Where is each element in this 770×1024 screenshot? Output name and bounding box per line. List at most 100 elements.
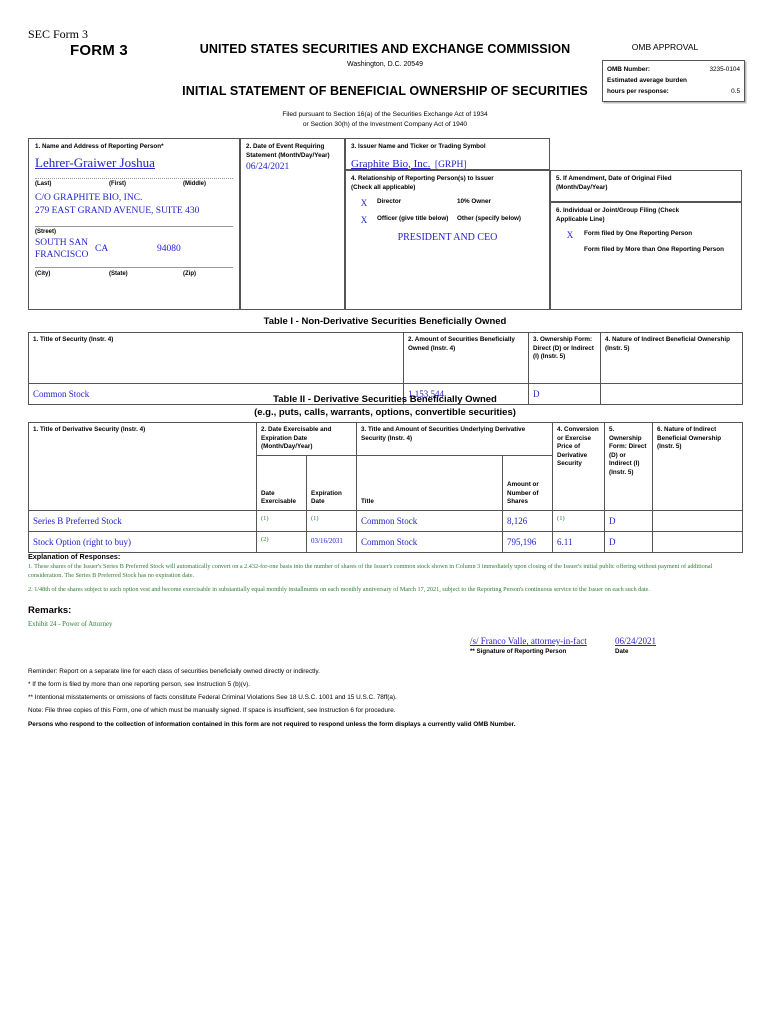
table-2-header-conversion-price: 4. Conversion or Exercise Price of Deriv… — [552, 422, 606, 511]
table-row: Common Stock 1,153,544 D — [28, 382, 743, 406]
more-reporting-persons-checkbox[interactable] — [556, 246, 584, 255]
signature-block: /s/ Franco Valle, attorney-in-fact 06/24… — [470, 636, 740, 655]
relationship-box: 4. Relationship of Reporting Person(s) t… — [345, 170, 550, 310]
legend-middle: (Middle) — [183, 180, 206, 187]
table-2-header-title: 1. Title of Derivative Security (Instr. … — [28, 422, 257, 511]
agency-location: Washington, D.C. 20549 — [346, 61, 423, 68]
street-line-1: C/O GRAPHITE BIO, INC. — [35, 192, 143, 203]
date-of-event-box: 2. Date of Event Requiring Statement (Mo… — [240, 138, 345, 310]
relationship-label-1: 4. Relationship of Reporting Person(s) t… — [351, 175, 494, 182]
signature-caption: ** Signature of Reporting Person — [470, 648, 567, 655]
omb-number-label: OMB Number: — [607, 66, 650, 73]
table-2-caption: Table II - Derivative Securities Benefic… — [28, 394, 742, 420]
table-row: Series B Preferred Stock (1) (1) Common … — [28, 509, 744, 532]
date-of-event-value: 06/24/2021 — [246, 162, 290, 172]
table-2-header-nature: 6. Nature of Indirect Beneficial Ownersh… — [652, 422, 744, 511]
explanation-title: Explanation of Responses: — [28, 552, 121, 561]
filing-type-box: 6. Individual or Joint/Group Filing (Che… — [550, 202, 742, 310]
footer-reminder: Reminder: Report on a separate line for … — [28, 668, 320, 675]
explanation-item: 2. 1/48th of the shares subject to such … — [28, 586, 650, 593]
filed-pursuant-note: Filed pursuant to Section 16(a) of the S… — [150, 110, 620, 130]
omb-burden-row: Estimated average burden — [607, 75, 740, 86]
filing-type-row-one-person: X Form filed by One Reporting Person — [556, 230, 736, 240]
legend-last: (Last) — [35, 180, 52, 187]
omb-hours-row: hours per response: 0.5 — [607, 86, 740, 97]
more-reporting-persons-label: Form filed by More than One Reporting Pe… — [584, 246, 724, 253]
table-2-cell-nature — [652, 530, 744, 553]
table-2-cell-expiration-date: 03/16/2031 — [305, 530, 358, 553]
legend-first: (First) — [109, 180, 126, 187]
table-2-header-row-1: 1. Title of Derivative Security (Instr. … — [28, 422, 744, 511]
one-reporting-person-checkbox[interactable]: X — [566, 230, 574, 240]
table-1-header-title: 1. Title of Security (Instr. 4) — [28, 332, 404, 384]
ten-percent-owner-label: 10% Owner — [457, 198, 491, 205]
legend-state: (State) — [109, 270, 128, 277]
date-of-event-label-2: Statement (Month/Day/Year) — [246, 151, 330, 159]
table-1: 1. Title of Security (Instr. 4) 2. Amoun… — [28, 332, 743, 406]
signature-value: /s/ Franco Valle, attorney-in-fact — [470, 636, 587, 646]
name-field-legend: (Last) (First) (Middle) — [35, 181, 233, 187]
explanation-item: 1. These shares of the Issuer's Series B… — [28, 563, 713, 580]
table-2-header-dates: 2. Date Exercisable and Expiration Date … — [255, 422, 358, 456]
amendment-date-box: 5. If Amendment, Date of Original Filed … — [550, 170, 742, 202]
footer-note-2: ** Intentional misstatements or omission… — [28, 694, 397, 701]
table-2-header-underlying-title: Title — [356, 454, 504, 511]
table-2-cell-underlying-title: Common Stock — [356, 509, 504, 532]
table-2-cell-expiration-date: (1) — [311, 514, 319, 522]
filing-type-label-2: Applicable Line) — [556, 215, 605, 223]
director-label: Director — [377, 198, 402, 205]
issuer-box: 3. Issuer Name and Ticker or Trading Sym… — [345, 138, 550, 170]
signature-date-value: 06/24/2021 — [615, 636, 657, 646]
legend-city: (City) — [35, 270, 51, 277]
table-2-header-underlying: 3. Title and Amount of Securities Underl… — [356, 422, 554, 456]
name-divider — [35, 177, 233, 179]
reporting-person-label-text: 1. Name and Address of Reporting Person — [35, 143, 162, 150]
table-2-cell-underlying-amount: 8,126 — [502, 509, 554, 532]
table-1-cell-nature — [600, 382, 743, 406]
csz-divider — [35, 266, 233, 268]
issuer-name-link[interactable]: Graphite Bio, Inc. — [351, 157, 431, 170]
form-number-title: FORM 3 — [70, 42, 128, 59]
table-2-cell-nature — [652, 509, 744, 532]
ticker-symbol: GRPH — [438, 159, 464, 170]
table-1-header-nature: 4. Nature of Indirect Beneficial Ownersh… — [600, 332, 743, 384]
table-2-header-expiration-date: Expiration Date — [305, 454, 358, 511]
table-2-cell-conversion-price: (1) — [557, 514, 565, 522]
date-of-event-label-1: 2. Date of Event Requiring — [246, 143, 325, 150]
omb-approval-box: OMB Number: 3235-0104 Estimated average … — [602, 60, 745, 102]
director-checkbox[interactable]: X — [360, 198, 368, 208]
table-2-cell-conversion-price: 6.11 — [552, 530, 606, 553]
table-2-cell-date-exercisable: (2) — [261, 535, 269, 543]
table-2-cell-title: Series B Preferred Stock — [28, 509, 257, 532]
table-2-header-ownership-form: 5. Ownership Form: Direct (D) or Indirec… — [604, 422, 654, 511]
omb-hours-value: 0.5 — [731, 88, 740, 96]
table-1-header-ownership: 3. Ownership Form: Direct (D) or Indirec… — [528, 332, 601, 384]
omb-approval-title: OMB APPROVAL — [631, 42, 699, 52]
legend-street: (Street) — [35, 229, 57, 236]
reporting-person-label: 1. Name and Address of Reporting Person* — [35, 143, 233, 152]
document-header: UNITED STATES SECURITIES AND EXCHANGE CO… — [150, 42, 620, 98]
relationship-checkbox-grid: X Director 10% Owner X Officer (give tit… — [351, 198, 544, 243]
signature-date-caption: Date — [615, 648, 629, 655]
city-value: SOUTH SAN FRANCISCO — [35, 238, 89, 260]
table-2-cell-date-exercisable: (1) — [261, 514, 269, 522]
officer-checkbox[interactable]: X — [360, 215, 368, 225]
legend-zip: (Zip) — [183, 270, 196, 277]
table-2-cell-title: Stock Option (right to buy) — [28, 530, 257, 553]
state-value: CA — [95, 244, 109, 255]
issuer-label: 3. Issuer Name and Ticker or Trading Sym… — [351, 143, 486, 150]
signature-captions-row: ** Signature of Reporting Person Date — [470, 648, 740, 655]
one-reporting-person-label: Form filed by One Reporting Person — [584, 230, 693, 237]
remarks-body: Exhibit 24 - Power of Attorney — [28, 621, 113, 628]
table-1-cell-title: Common Stock — [28, 382, 404, 406]
footer-note-4: Persons who respond to the collection of… — [28, 721, 516, 728]
omb-hours-label: hours per response: — [607, 88, 669, 96]
agency-name: UNITED STATES SECURITIES AND EXCHANGE CO… — [199, 42, 571, 56]
table-2: 1. Title of Derivative Security (Instr. … — [28, 422, 744, 553]
omb-number-row: OMB Number: 3235-0104 — [607, 64, 740, 75]
table-2-cell-underlying-amount: 795,196 — [502, 530, 554, 553]
officer-title-value: PRESIDENT AND CEO — [397, 232, 498, 243]
sec-form-label: SEC Form 3 — [28, 27, 89, 41]
table-2-cell-underlying-title: Common Stock — [356, 530, 504, 553]
reporting-person-name-link[interactable]: Lehrer-Graiwer Joshua — [35, 154, 155, 170]
